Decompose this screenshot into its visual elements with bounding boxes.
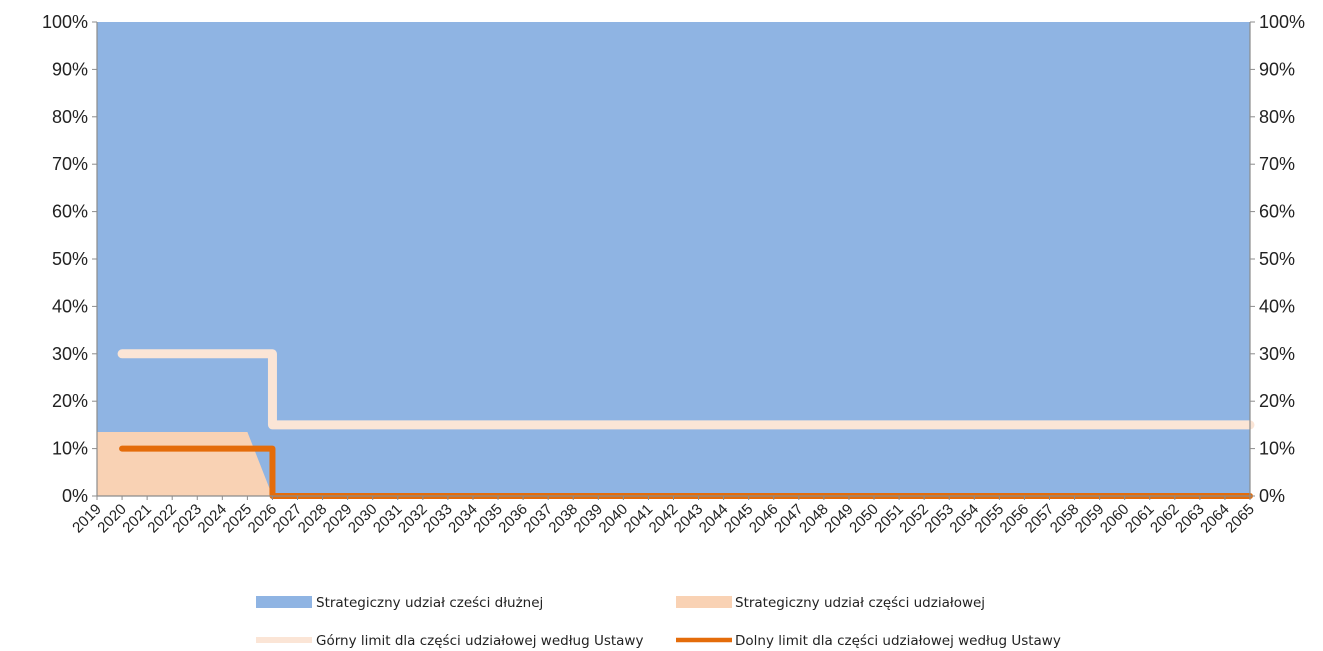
y-tick-label-left: 70% — [52, 154, 88, 174]
y-tick-label-left: 80% — [52, 107, 88, 127]
y-tick-label-left: 90% — [52, 59, 88, 79]
y-tick-label-left: 50% — [52, 249, 88, 269]
legend-swatch — [676, 596, 732, 608]
series-strategiczny-udzia-cze-s-ci-udzia-owej-area — [97, 432, 1250, 496]
series-strategiczny-udzia-czes-ci-d-uz-nej-area — [97, 22, 1250, 496]
y-tick-label-right: 50% — [1259, 249, 1295, 269]
y-tick-label-right: 70% — [1259, 154, 1295, 174]
legend-label: Dolny limit dla części udziałowej według… — [735, 633, 1061, 649]
y-tick-label-left: 60% — [52, 202, 88, 222]
y-tick-label-right: 30% — [1259, 344, 1295, 364]
legend: Strategiczny udział cześci dłużnej Strate… — [256, 595, 1061, 649]
y-tick-label-left: 30% — [52, 344, 88, 364]
y-tick-label-right: 10% — [1259, 439, 1295, 459]
y-tick-label-right: 100% — [1259, 12, 1305, 32]
y-tick-label-right: 60% — [1259, 202, 1295, 222]
legend-label: Górny limit dla części udziałowej według… — [316, 633, 643, 649]
y-axis-right-labels: 0% 10% 20% 30% 40% 50% 60% 70% 80% 90% 100% — [1259, 12, 1305, 506]
y-axis-left-labels: 0% 10% 20% 30% 40% 50% 60% 70% 80% 90% 100% — [42, 12, 88, 506]
y-tick-label-left: 40% — [52, 296, 88, 316]
x-axis-labels: 2019202020212022202320242025202620272028… — [69, 501, 1258, 537]
y-tick-label-right: 0% — [1259, 486, 1285, 506]
legend-item-strategiczny-udzia-czes-ci-d-uz-nej: Strategiczny udział cześci dłużnej — [256, 595, 543, 611]
y-tick-label-left: 0% — [62, 486, 88, 506]
legend-label: Strategiczny udział cześci dłużnej — [316, 595, 543, 611]
y-tick-label-left: 100% — [42, 12, 88, 32]
legend-item-strategiczny-udzia-cze-s-ci-udzia-owej: Strategiczny udział części udziałowej — [676, 595, 985, 611]
series-go-rny-limit-dla-cze-s-ci-udzia-owej-wed-ug-ustawy-line — [117, 349, 1255, 430]
x-tick-label: 2065 — [1222, 501, 1258, 537]
plot-areas — [97, 22, 1250, 496]
axes — [92, 21, 1255, 500]
y-tick-label-right: 40% — [1259, 296, 1295, 316]
legend-label: Strategiczny udział części udziałowej — [735, 595, 985, 611]
y-tick-label-left: 20% — [52, 391, 88, 411]
legend-item-dolny-limit-dla-cze-s-ci-udzia-owej-wed-ug-ustawy: Dolny limit dla części udziałowej według… — [676, 633, 1061, 649]
y-tick-label-right: 90% — [1259, 59, 1295, 79]
y-tick-label-left: 10% — [52, 439, 88, 459]
legend-swatch — [256, 596, 312, 608]
y-tick-label-right: 80% — [1259, 107, 1295, 127]
y-tick-label-right: 20% — [1259, 391, 1295, 411]
legend-item-go-rny-limit-dla-cze-s-ci-udzia-owej-wed-ug-ustawy: Górny limit dla części udziałowej według… — [256, 633, 643, 649]
